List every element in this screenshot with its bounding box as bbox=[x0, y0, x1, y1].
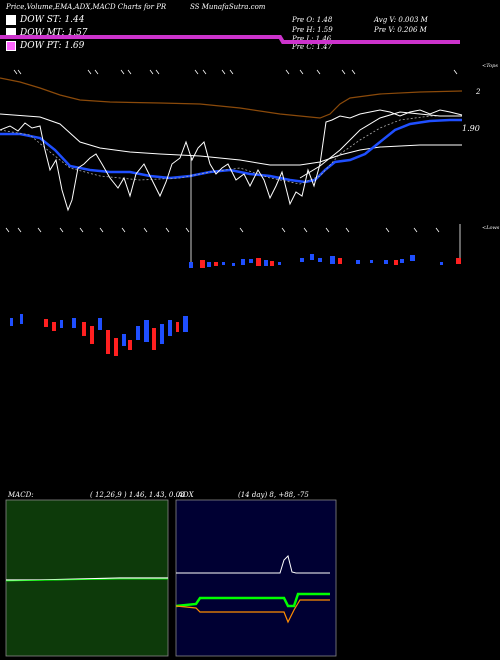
top-markers bbox=[13, 69, 458, 75]
adx-plus-di-line bbox=[175, 592, 330, 608]
stat-prev-volume: Pre V: 0.206 M bbox=[374, 26, 427, 34]
low-markers bbox=[5, 227, 440, 233]
lows-label: <Lows bbox=[482, 225, 500, 231]
price-tick-2: 2 bbox=[476, 88, 481, 96]
stat-avg-volume: Avg V: 0.003 M bbox=[374, 16, 428, 24]
dow-pt-line bbox=[0, 35, 460, 44]
legend-swatch-st bbox=[6, 15, 16, 25]
stat-prev-high: Pre H: 1.59 bbox=[292, 26, 333, 34]
macd-signal-line bbox=[5, 578, 168, 582]
macd-params: ( 12,26,9 ) 1.46, 1.43, 0.03 bbox=[90, 491, 185, 499]
adx-panel bbox=[175, 499, 337, 657]
lower-candle-row bbox=[189, 254, 461, 268]
ema-slow-upper-line bbox=[0, 113, 462, 166]
site-name: SS MunafaSutra.com bbox=[190, 3, 266, 11]
ema-fast-line bbox=[0, 118, 462, 184]
adx-line bbox=[176, 555, 330, 574]
adx-label: ADX bbox=[178, 491, 194, 499]
dow-st-line bbox=[299, 111, 462, 179]
mid-candle-cluster bbox=[10, 314, 188, 356]
ema-mid-line bbox=[0, 115, 462, 185]
legend-dow-pt: DOW PT: 1.69 bbox=[6, 41, 84, 51]
stat-prev-open: Pre O: 1.48 bbox=[292, 16, 333, 24]
macd-label: MACD: bbox=[8, 491, 34, 499]
resistance-line bbox=[0, 77, 463, 119]
adx-minus-di-line bbox=[175, 599, 330, 624]
legend-swatch-pt bbox=[6, 41, 16, 51]
price-tick-190: 1.90 bbox=[462, 124, 480, 133]
adx-params: (14 day) 8, +88, -75 bbox=[238, 491, 309, 499]
tops-label: <Tops bbox=[482, 63, 498, 69]
macd-line bbox=[6, 577, 168, 581]
legend-dow-st: DOW ST: 1.44 bbox=[6, 15, 85, 25]
stat-prev-low: Pre L: 1.46 bbox=[292, 35, 332, 43]
chart-title: Price,Volume,EMA,ADX,MACD Charts for PR bbox=[6, 3, 167, 11]
legend-label-pt: DOW PT: 1.69 bbox=[20, 41, 85, 51]
legend-label-mt: DOW MT: 1.57 bbox=[20, 28, 88, 38]
stat-prev-close: Pre C: 1.47 bbox=[292, 43, 332, 51]
close-price-line bbox=[0, 109, 463, 212]
legend-label-st: DOW ST: 1.44 bbox=[20, 15, 85, 25]
